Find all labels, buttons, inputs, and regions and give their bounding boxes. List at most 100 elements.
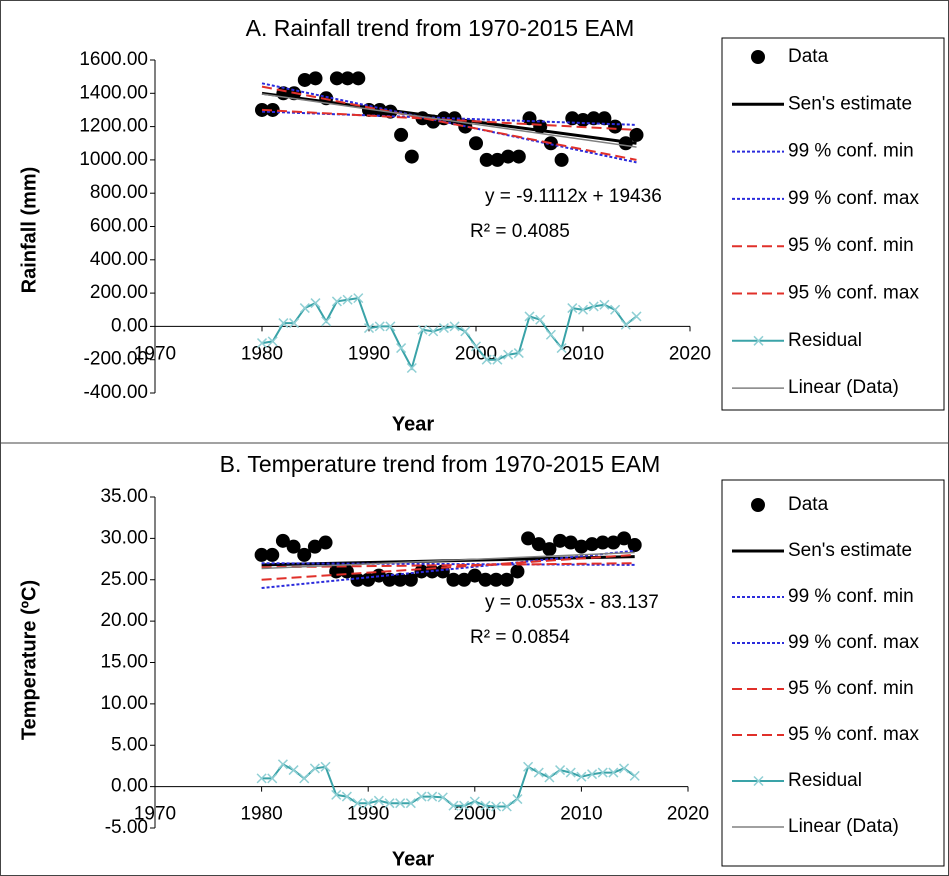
residual-marker [256, 773, 267, 784]
y-tick-label: 5.00 [111, 734, 148, 755]
residual-marker [428, 326, 439, 337]
x-tick-label: 2010 [562, 343, 604, 364]
residual-marker [535, 314, 546, 325]
residual-marker [427, 791, 438, 802]
residual-marker [533, 767, 544, 778]
data-point [563, 535, 578, 550]
y-axis-title: Temperature (ºC) [18, 580, 40, 740]
data-point [606, 535, 621, 550]
legend-label: 99 % conf. min [788, 141, 914, 162]
y-tick-label: 1200.00 [79, 116, 148, 137]
y-tick-label: 0.00 [111, 315, 148, 336]
residual-marker [289, 318, 300, 329]
y-tick-label: 1400.00 [79, 82, 148, 103]
legend-label: Residual [788, 770, 862, 791]
data-point [542, 542, 557, 557]
y-tick-label: 400.00 [90, 249, 148, 270]
y-tick-label: 1600.00 [79, 49, 148, 70]
residual-marker [342, 294, 353, 305]
residual-marker [469, 796, 480, 807]
data-point [265, 547, 280, 562]
series-line [261, 562, 635, 569]
residual-marker [385, 321, 396, 332]
data-point [490, 152, 505, 167]
residual-marker [555, 765, 566, 776]
legend-box [721, 479, 945, 867]
annotation: y = 0.0553x - 83.137 [485, 592, 659, 613]
legend-label: 99 % conf. max [788, 632, 919, 653]
residual-marker [331, 789, 342, 800]
residual-marker [491, 801, 502, 812]
data-point [318, 535, 333, 550]
x-tick-label: 1970 [134, 343, 176, 364]
residual-marker [523, 761, 534, 772]
legend-marker [751, 498, 765, 512]
residual-marker [299, 303, 310, 314]
legend-label: Linear (Data) [788, 377, 899, 398]
data-point [501, 149, 516, 164]
residual-marker [599, 299, 610, 310]
data-point [479, 152, 494, 167]
data-point [308, 71, 323, 86]
residual-marker [448, 800, 459, 811]
series-line [261, 82, 637, 164]
residual-marker [567, 303, 578, 314]
data-point [608, 119, 623, 134]
data-point [510, 564, 525, 579]
y-tick-label: -200.00 [84, 349, 148, 370]
y-tick-label: 30.00 [100, 527, 148, 548]
data-point [297, 72, 312, 87]
residual-marker [405, 798, 416, 809]
x-tick-label: 1970 [134, 804, 176, 825]
legend-label: Sen's estimate [788, 93, 912, 114]
legend-marker [753, 775, 764, 787]
y-tick-label: 35.00 [100, 486, 148, 507]
x-tick-label: 2000 [454, 804, 496, 825]
data-point [531, 537, 546, 552]
legend-marker [751, 50, 765, 64]
residual-marker [565, 767, 576, 778]
x-tick-label: 1990 [348, 343, 390, 364]
data-point [511, 149, 526, 164]
residual-marker [556, 343, 567, 354]
annotation: R² = 0.0854 [470, 627, 570, 648]
residual-marker [588, 301, 599, 312]
x-tick-label: 1980 [241, 343, 283, 364]
data-point [574, 539, 589, 554]
data-point [553, 533, 568, 548]
residual-marker [352, 798, 363, 809]
y-tick-label: 600.00 [90, 216, 148, 237]
y-tick-label: 10.00 [100, 693, 148, 714]
series-line [261, 93, 637, 148]
residual-marker [492, 354, 503, 365]
residual-marker [288, 765, 299, 776]
residual-marker [608, 767, 619, 778]
residual-marker [341, 791, 352, 802]
legend-label: Data [788, 46, 829, 67]
legend-label: Residual [788, 330, 862, 351]
series-line [261, 551, 635, 570]
residual-marker [513, 348, 524, 359]
data-point [329, 71, 344, 86]
residual-marker [437, 792, 448, 803]
residual-marker [610, 304, 621, 315]
residual-marker [512, 794, 523, 805]
residual-marker [320, 761, 331, 772]
data-point [489, 572, 504, 587]
y-tick-label: 800.00 [90, 182, 148, 203]
data-point [446, 572, 461, 587]
residual-marker [545, 329, 556, 340]
data-point [629, 127, 644, 142]
data-point [478, 572, 493, 587]
data-point [627, 537, 642, 552]
data-point [350, 572, 365, 587]
residual-marker [480, 800, 491, 811]
legend-label: 95 % conf. max [788, 283, 919, 304]
data-point [554, 152, 569, 167]
legend-label: 99 % conf. max [788, 188, 919, 209]
x-tick-label: 2020 [667, 804, 709, 825]
y-axis-title: Rainfall (mm) [18, 167, 40, 294]
data-point [297, 547, 312, 562]
data-point [394, 127, 409, 142]
